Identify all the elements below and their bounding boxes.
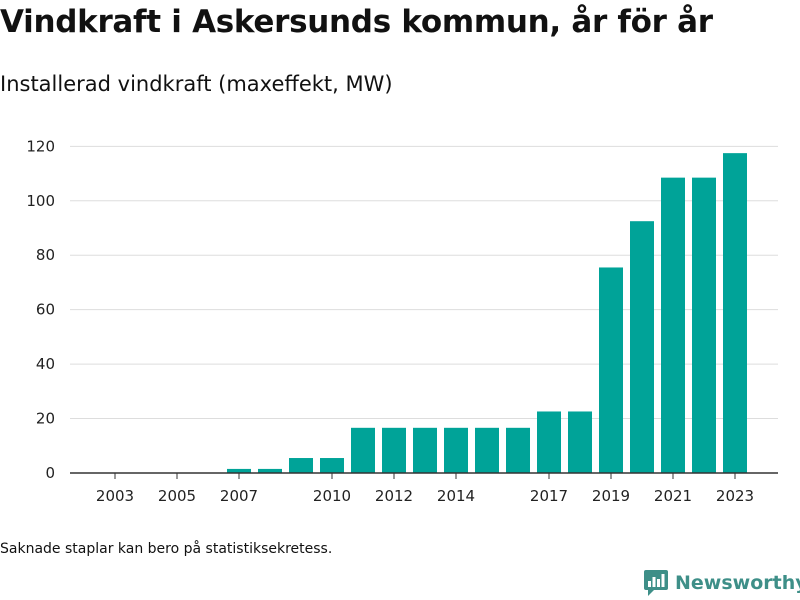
bar-chart: 0 20 40 60 80 100 120 2003 2005 2007 2010 2012 2014 2… — [26, 137, 778, 505]
bar-2023 — [723, 153, 747, 473]
bar-2019 — [599, 267, 623, 473]
y-tick-label: 0 — [45, 464, 55, 482]
y-tick-label: 20 — [36, 410, 55, 428]
bar-2010 — [320, 458, 344, 473]
x-tick-label: 2023 — [716, 487, 754, 505]
chart-subtitle: Installerad vindkraft (maxeffekt, MW) — [0, 72, 393, 96]
y-tick-label: 60 — [36, 301, 55, 319]
axes: 0 20 40 60 80 100 120 2003 2005 2007 2010 2012 2014 2… — [26, 137, 778, 505]
x-tick-label: 2010 — [313, 487, 351, 505]
bar-2017 — [537, 411, 561, 473]
x-tick-label: 2007 — [220, 487, 258, 505]
chart-title: Vindkraft i Askersunds kommun, år för år — [0, 4, 713, 40]
y-tick-label: 80 — [36, 246, 55, 264]
gridlines — [70, 145, 778, 420]
x-tick-label: 2017 — [530, 487, 568, 505]
bar-2018 — [568, 411, 592, 473]
bar-2016 — [506, 427, 530, 473]
bar-2020 — [630, 221, 654, 473]
x-tick-label: 2014 — [437, 487, 475, 505]
bar-2012 — [382, 427, 406, 473]
bar-2021 — [661, 177, 685, 473]
bar-2022 — [692, 177, 716, 473]
x-tick-label: 2019 — [592, 487, 630, 505]
brand-logo[interactable]: Newsworthy — [644, 568, 800, 598]
y-tick-label: 100 — [26, 192, 55, 210]
bar-chart-logo-icon — [644, 570, 668, 596]
brand-name: Newsworthy — [675, 572, 800, 594]
x-tick-label: 2003 — [96, 487, 134, 505]
footnote: Saknade staplar kan bero på statistiksek… — [0, 541, 333, 557]
bar-2009 — [289, 458, 313, 473]
bar-2014 — [444, 427, 468, 473]
bar-2013 — [413, 427, 437, 473]
x-tick-label: 2021 — [654, 487, 692, 505]
bar-2011 — [351, 427, 375, 473]
bar-2008 — [258, 468, 282, 473]
y-tick-label: 40 — [36, 355, 55, 373]
bars — [227, 153, 747, 473]
bar-2015 — [475, 427, 499, 473]
x-tick-label: 2012 — [375, 487, 413, 505]
y-tick-label: 120 — [26, 137, 55, 155]
x-tick-label: 2005 — [158, 487, 196, 505]
bar-2007 — [227, 468, 251, 473]
